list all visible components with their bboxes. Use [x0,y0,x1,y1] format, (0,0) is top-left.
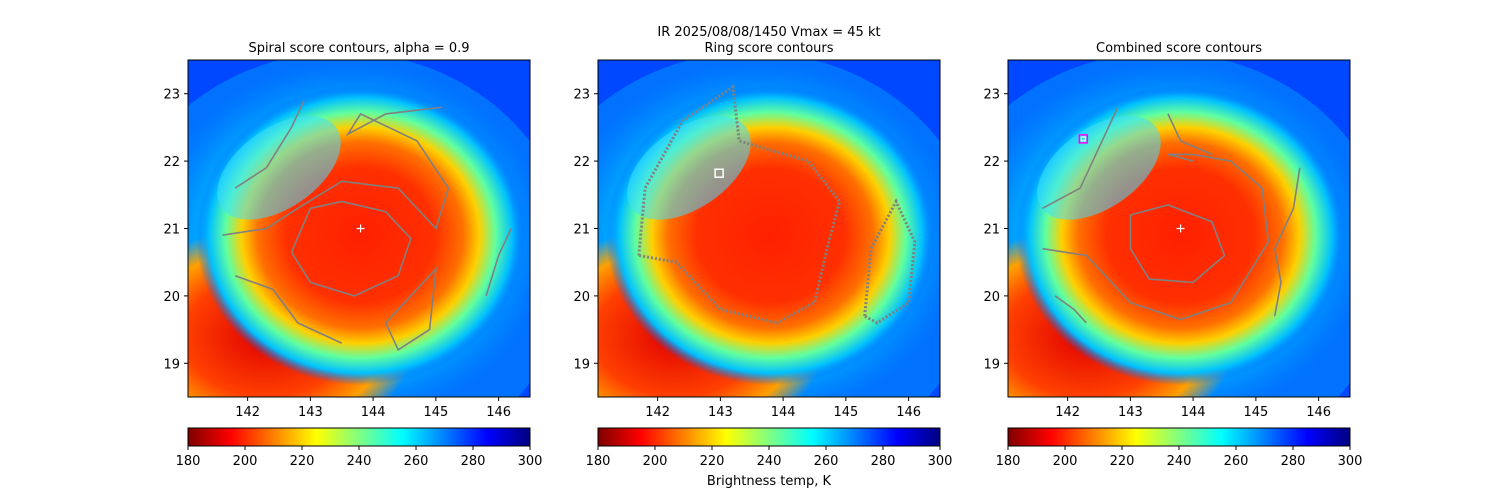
combined-center-marker [1078,134,1089,144]
y-tick-label: 22 [983,155,1000,170]
spiral-contour-northwest [234,100,305,189]
colorbar: 180 200 220 240 260 280 300 [586,427,953,469]
score-contours [637,84,917,325]
panel-title: Combined score contours [1096,41,1262,56]
combined-contour-northwest [1042,106,1119,210]
x-tick-label: 143 [708,405,733,420]
x-tick-label: 146 [486,405,511,420]
combined-contour-north [1167,113,1213,156]
colorbar: 180 200 220 240 260 280 300 [176,427,543,469]
y-tick-label: 19 [983,357,1000,372]
colorbar-tick-label: 260 [814,454,839,469]
combined-center-marker-inner [1080,136,1086,142]
colorbar-tick-label: 180 [996,454,1021,469]
panel-combined: Combined score contours 142 143 144 145 146 19… [983,41,1363,469]
central-dense-overcast [195,85,526,386]
colorbar-tick-label: 300 [518,454,543,469]
colorbar-tick-label: 300 [1338,454,1363,469]
y-tick-label: 20 [163,290,180,305]
colorbar-tick-label: 280 [871,454,896,469]
spiral-contour-far-east [485,228,512,297]
y-tick-label: 23 [163,88,180,103]
colorbar-tick-label: 180 [176,454,201,469]
y-tick-label: 22 [573,155,590,170]
combined-contour-southwest [1054,295,1087,324]
colorbar-scale [1007,427,1351,447]
y-tick-label: 21 [573,223,590,238]
x-tick-label: 142 [645,405,670,420]
brightness-temp-map [598,60,940,397]
x-tick-label: 144 [361,405,386,420]
spiral-contour-north [222,106,450,236]
x-tick-label: 144 [1181,405,1206,420]
x-tick-label: 142 [1055,405,1080,420]
spiral-contour-south [234,274,343,344]
panel-ring: Ring score contours 142 143 144 145 146 19 20 21… [573,41,953,469]
inner-ring-contour [1129,204,1226,284]
combined-contour-outer [1042,153,1270,321]
colorbar: 180 200 220 240 260 280 300 [996,427,1363,469]
ring-center-marker [714,168,724,178]
figure-suptitle: IR 2025/08/08/1450 Vmax = 45 kt [657,25,880,40]
y-tick-label: 23 [983,88,1000,103]
colorbar-tick-label: 200 [643,454,668,469]
spiral-contour-east [384,266,437,351]
ring-contour-cluster-east [863,198,917,325]
colorbar-scale [187,427,531,447]
y-tick-label: 21 [983,223,1000,238]
colorbar-tick-label: 260 [1224,454,1249,469]
storm-center-marker [1176,224,1185,233]
score-contours [222,100,512,351]
northwest-band [217,116,341,220]
central-dense-overcast [605,85,936,386]
colorbar-tick-label: 220 [290,454,315,469]
panel-title: Spiral score contours, alpha = 0.9 [248,41,469,56]
x-tick-label: 145 [423,405,448,420]
colorbar-tick-label: 280 [1281,454,1306,469]
colorbar-tick-label: 180 [586,454,611,469]
inner-ring-contour [290,200,412,297]
colorbar-tick-label: 280 [461,454,486,469]
y-tick-label: 23 [573,88,590,103]
central-dense-overcast [1015,85,1346,386]
colorbar-tick-label: 200 [233,454,258,469]
x-tick-label: 145 [833,405,858,420]
ring-contour-cluster-west [637,84,842,325]
y-tick-label: 22 [163,155,180,170]
y-tick-label: 20 [983,290,1000,305]
colorbar-tick-label: 300 [928,454,953,469]
northwest-band [627,116,751,220]
colorbar-tick-label: 200 [1053,454,1078,469]
colorbar-tick-label: 220 [700,454,725,469]
x-tick-label: 145 [1243,405,1268,420]
x-tick-label: 146 [896,405,921,420]
colorbar-tick-label: 260 [404,454,429,469]
colorbar-tick-label: 240 [757,454,782,469]
panel-spiral: Spiral score contours, alpha = 0.9 142 143… [163,41,543,469]
x-tick-label: 146 [1306,405,1331,420]
y-tick-label: 19 [573,357,590,372]
storm-center-marker [356,224,365,233]
y-tick-label: 19 [163,357,180,372]
y-tick-label: 20 [573,290,590,305]
x-tick-label: 143 [1118,405,1143,420]
panel-title: Ring score contours [704,41,833,56]
colorbar-tick-label: 240 [347,454,372,469]
colorbar-scale [597,427,941,447]
x-tick-label: 144 [771,405,796,420]
x-tick-label: 143 [298,405,323,420]
colorbar-tick-label: 240 [1167,454,1192,469]
combined-contour-east [1273,167,1301,317]
colorbar-label: Brightness temp, K [707,474,832,489]
y-tick-label: 21 [163,223,180,238]
score-contours [1042,106,1301,324]
x-tick-label: 142 [235,405,260,420]
colorbar-tick-label: 220 [1110,454,1135,469]
